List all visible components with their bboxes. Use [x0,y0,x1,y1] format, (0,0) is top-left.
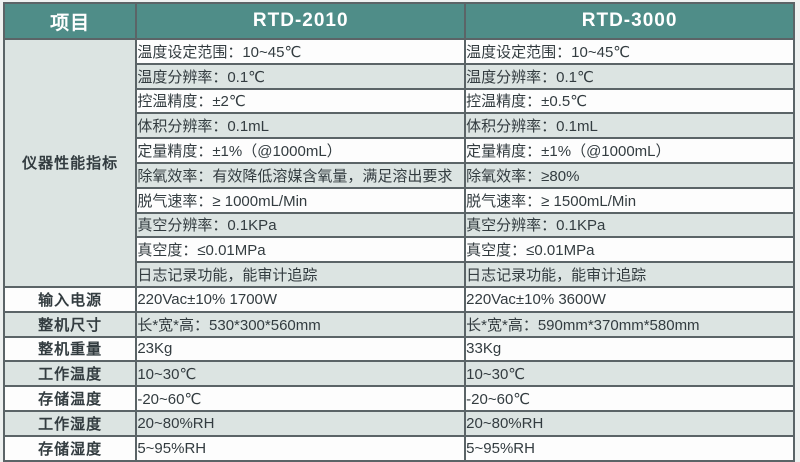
spec-value-rtd2010: 10~30℃ [135,360,467,388]
header-rtd3000: RTD-3000 [464,2,795,40]
table-row: 日志记录功能，能审计追踪 日志记录功能，能审计追踪 [4,261,795,288]
table-row: 输入电源 220Vac±10% 1700W 220Vac±10% 3600W [2,285,795,313]
perf-value-rtd2010: 体积分辨率：0.1mL [135,112,467,140]
perf-value-rtd2010: 真空分辨率：0.1KPa [135,211,467,239]
perf-value-rtd3000: 定量精度：±1%（@1000mL） [464,137,795,164]
perf-value-rtd3000: 真空分辨率：0.1KPa [464,211,795,239]
spec-value-rtd3000: 20~80%RH [464,409,795,437]
perf-value-rtd3000: 真空度：≤0.01MPa [464,236,795,264]
table-row: 存储温度 -20~60℃ -20~60℃ [2,385,795,412]
perf-value-rtd2010: 温度设定范围：10~45℃ [135,38,467,65]
perf-value-rtd3000: 温度分辨率：0.1℃ [464,62,795,90]
table-row: 真空分辨率：0.1KPa 真空分辨率：0.1KPa [4,211,795,239]
header-item: 项目 [2,2,138,40]
spec-label: 存储湿度 [2,434,138,462]
spec-label: 工作湿度 [2,409,138,437]
table-row: 整机重量 23Kg 33Kg [2,335,795,363]
table-row: 体积分辨率：0.1mL 体积分辨率：0.1mL [4,112,795,140]
spec-value-rtd2010: 长*宽*高：530*300*560mm [135,310,467,338]
perf-value-rtd3000: 脱气速率：≥ 1500mL/Min [464,186,795,214]
table-row: 控温精度：±2℃ 控温精度：±0.5℃ [4,87,795,115]
spec-value-rtd2010: 220Vac±10% 1700W [135,285,467,313]
table-row: 温度分辨率：0.1℃ 温度分辨率：0.1℃ [4,62,795,90]
spec-label: 整机重量 [2,335,138,363]
group-label-performance: 仪器性能指标 [2,38,138,288]
spec-value-rtd3000: 长*宽*高：590mm*370mm*580mm [464,310,795,338]
header-rtd2010: RTD-2010 [135,2,467,40]
spec-label: 存储温度 [2,385,138,412]
spec-value-rtd3000: 33Kg [464,335,795,363]
spec-value-rtd3000: 10~30℃ [464,360,795,388]
spec-value-rtd3000: 220Vac±10% 3600W [464,285,795,313]
spec-value-rtd2010: 23Kg [135,335,467,363]
spec-label: 工作温度 [2,360,138,388]
table-row: 脱气速率：≥ 1000mL/Min 脱气速率：≥ 1500mL/Min [4,186,795,214]
perf-value-rtd2010: 温度分辨率：0.1℃ [135,62,467,90]
spec-value-rtd3000: -20~60℃ [464,385,795,412]
spec-value-rtd2010: -20~60℃ [135,385,467,412]
perf-value-rtd2010: 日志记录功能，能审计追踪 [135,261,467,288]
perf-value-rtd2010: 脱气速率：≥ 1000mL/Min [135,186,467,214]
perf-value-rtd3000: 温度设定范围：10~45℃ [464,38,795,65]
perf-value-rtd2010: 控温精度：±2℃ [135,87,467,115]
perf-value-rtd3000: 除氧效率：≥80% [464,161,795,189]
table-row: 存储湿度 5~95%RH 5~95%RH [2,434,795,462]
spec-value-rtd2010: 5~95%RH [135,434,467,462]
perf-value-rtd2010: 定量精度：±1%（@1000mL） [135,137,467,164]
table-row: 工作湿度 20~80%RH 20~80%RH [2,409,795,437]
table-row: 定量精度：±1%（@1000mL） 定量精度：±1%（@1000mL） [4,137,795,164]
spec-label: 输入电源 [2,285,138,313]
table-header-row: 项目 RTD-2010 RTD-3000 [2,2,795,40]
spec-value-rtd3000: 5~95%RH [464,434,795,462]
perf-value-rtd2010: 除氧效率：有效降低溶媒含氧量，满足溶出要求 [135,161,467,189]
perf-value-rtd2010: 真空度：≤0.01MPa [135,236,467,264]
perf-value-rtd3000: 日志记录功能，能审计追踪 [464,261,795,288]
perf-value-rtd3000: 控温精度：±0.5℃ [464,87,795,115]
table-row: 工作温度 10~30℃ 10~30℃ [2,360,795,388]
spec-label: 整机尺寸 [2,310,138,338]
table-row: 仪器性能指标 温度设定范围：10~45℃ 温度设定范围：10~45℃ [2,38,795,288]
table-row: 真空度：≤0.01MPa 真空度：≤0.01MPa [4,236,795,264]
perf-value-rtd3000: 体积分辨率：0.1mL [464,112,795,140]
table-row: 整机尺寸 长*宽*高：530*300*560mm 长*宽*高：590mm*370… [2,310,795,338]
spec-value-rtd2010: 20~80%RH [135,409,467,437]
table-row: 除氧效率：有效降低溶媒含氧量，满足溶出要求 除氧效率：≥80% [4,161,795,189]
